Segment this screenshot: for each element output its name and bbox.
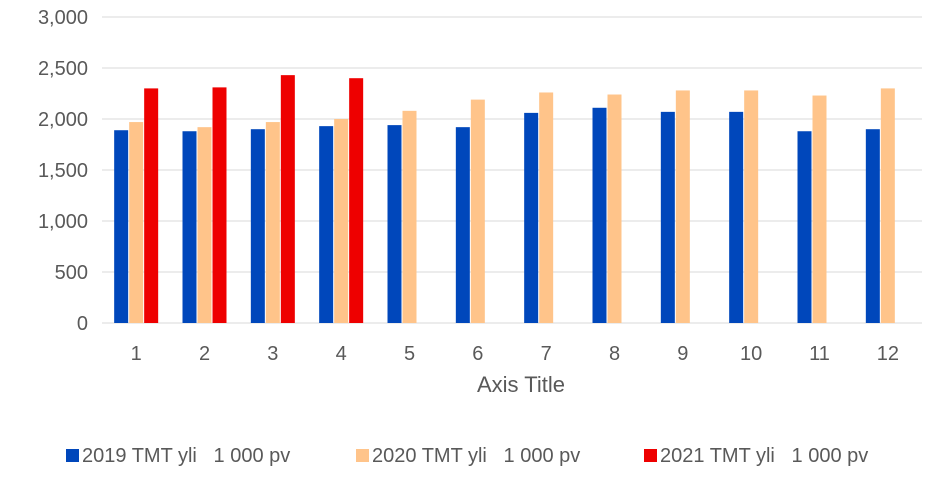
x-tick-label: 1: [131, 343, 142, 365]
bar-series3-cat3: [280, 75, 295, 323]
bar-series3-cat2: [212, 87, 227, 323]
bar-series2-cat10: [744, 90, 759, 323]
x-tick-label: 5: [404, 343, 415, 365]
y-tick-label: 2,500: [38, 58, 88, 80]
legend-swatch-1: [66, 449, 79, 462]
x-tick-label: 8: [609, 343, 620, 365]
bar-series1-cat9: [660, 111, 675, 323]
y-tick-label: 2,000: [38, 109, 88, 131]
x-tick-label: 4: [336, 343, 347, 365]
bar-series1-cat1: [114, 130, 129, 323]
bar-series1-cat11: [797, 131, 812, 323]
bar-series1-cat4: [319, 126, 334, 323]
y-axis-ticks: 0 500 1,000 1,500 2,000 2,500 3,000: [38, 7, 88, 335]
bar-series1-cat7: [524, 112, 539, 323]
bar-series1-cat10: [729, 111, 744, 323]
bar-series2-cat3: [265, 122, 280, 323]
legend: 2019 TMT yli 1 000 pv 2020 TMT yli 1 000 …: [66, 445, 868, 467]
bar-series3-cat4: [349, 78, 364, 323]
bar-series3-cat1: [144, 88, 159, 324]
bar-series2-cat6: [470, 99, 485, 324]
bar-series2-cat2: [197, 127, 212, 323]
x-tick-label: 11: [809, 343, 830, 365]
bar-series1-cat8: [592, 107, 607, 323]
y-tick-label: 0: [77, 313, 88, 335]
x-tick-label: 7: [541, 343, 552, 365]
bar-series2-cat7: [539, 92, 554, 323]
x-axis-title: Axis Title: [477, 372, 565, 397]
bar-series1-cat3: [250, 129, 265, 323]
bar-series1-cat5: [387, 125, 402, 324]
bars: [114, 75, 895, 324]
x-tick-label: 2: [199, 343, 210, 365]
legend-label-3: 2021 TMT yli 1 000 pv: [660, 445, 868, 467]
bar-series2-cat1: [129, 122, 144, 323]
bar-series2-cat11: [812, 95, 827, 323]
legend-swatch-3: [644, 449, 657, 462]
bar-series2-cat8: [607, 94, 622, 324]
x-tick-label: 9: [677, 343, 688, 365]
bar-series2-cat4: [334, 119, 349, 323]
bar-series2-cat5: [402, 110, 417, 323]
x-tick-label: 12: [877, 343, 899, 365]
y-tick-label: 3,000: [38, 7, 88, 29]
legend-swatch-2: [356, 449, 369, 462]
bar-series2-cat12: [880, 88, 895, 324]
bar-series2-cat9: [675, 90, 690, 323]
y-tick-label: 1,000: [38, 211, 88, 233]
x-tick-label: 6: [472, 343, 483, 365]
gridlines: [102, 16, 922, 324]
legend-label-2: 2020 TMT yli 1 000 pv: [372, 445, 580, 467]
bar-series1-cat6: [455, 127, 470, 323]
x-axis-ticks: 1 2 3 4 5 6 7 8 9 10 11 12: [131, 343, 899, 365]
y-tick-label: 1,500: [38, 160, 88, 182]
legend-label-1: 2019 TMT yli 1 000 pv: [82, 445, 290, 467]
bar-series1-cat12: [865, 129, 880, 323]
y-tick-label: 500: [55, 262, 88, 284]
x-tick-label: 3: [267, 343, 278, 365]
bar-series1-cat2: [182, 131, 197, 323]
x-tick-label: 10: [740, 343, 762, 365]
